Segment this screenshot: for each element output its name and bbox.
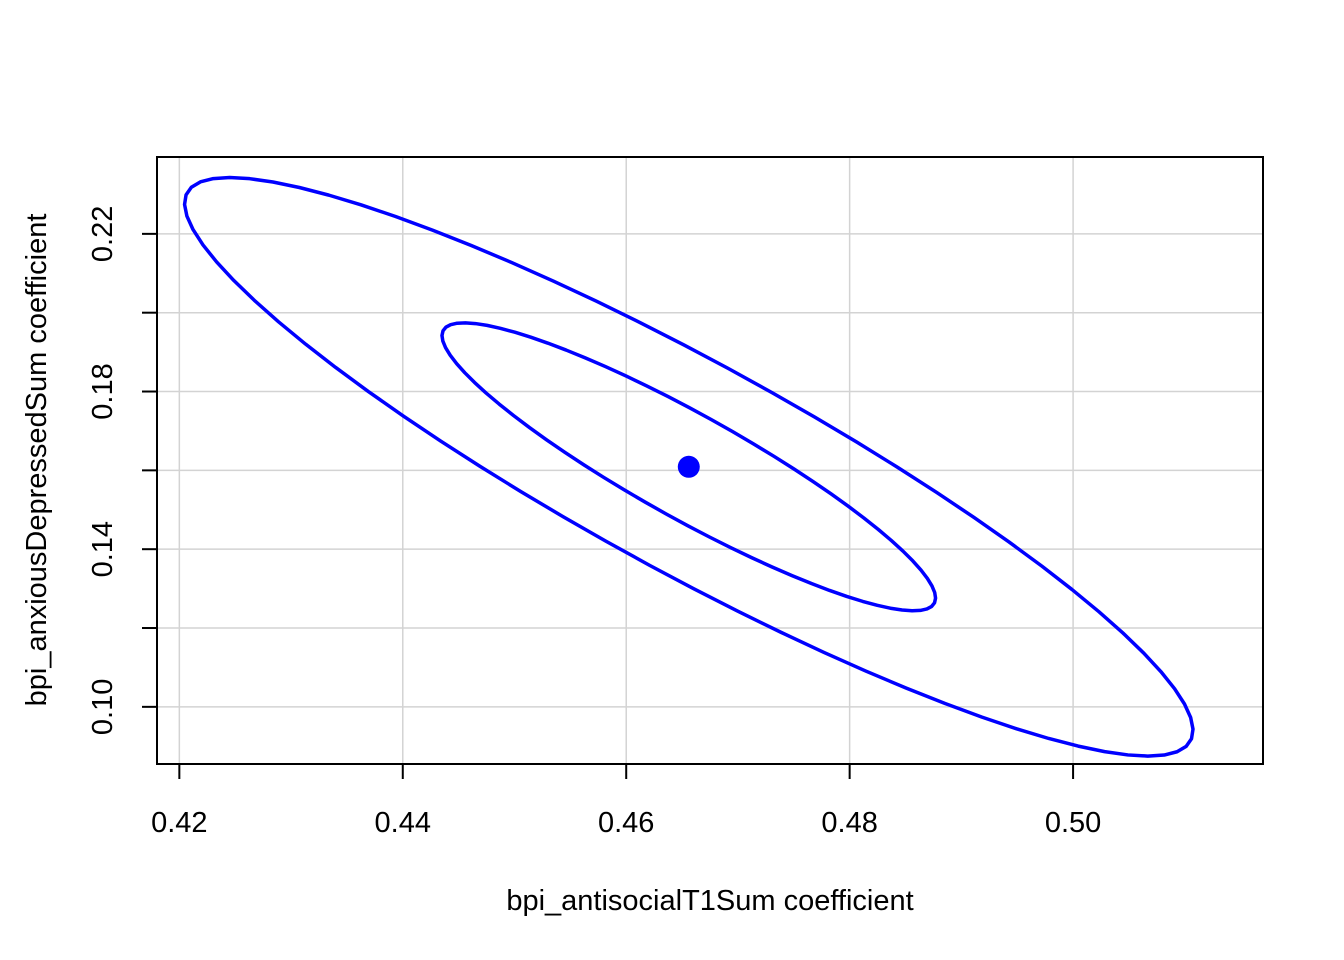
point-estimate-marker xyxy=(677,455,700,478)
confidence-ellipse-outer xyxy=(182,175,1195,758)
y-tick-label: 0.18 xyxy=(87,363,119,419)
data-points xyxy=(677,455,700,478)
confidence-ellipse-inner xyxy=(440,321,938,613)
y-axis: 0.10 0.14 0.18 0.22 xyxy=(87,206,157,735)
y-tick-label: 0.14 xyxy=(87,521,119,577)
x-tick-label: 0.42 xyxy=(151,807,207,839)
plot-frame xyxy=(156,156,1264,765)
x-tick-label: 0.44 xyxy=(375,807,431,839)
y-tick-label: 0.22 xyxy=(87,206,119,262)
y-tick-label: 0.10 xyxy=(87,679,119,735)
grid-lines xyxy=(157,157,1263,764)
x-axis-title: bpi_antisocialT1Sum coefficient xyxy=(506,885,913,917)
confidence-ellipses xyxy=(182,175,1195,758)
x-tick-label: 0.48 xyxy=(821,807,877,839)
x-tick-label: 0.46 xyxy=(598,807,654,839)
y-axis-title: bpi_anxiousDepressedSum coefficient xyxy=(21,214,53,707)
x-axis: 0.42 0.44 0.46 0.48 0.50 xyxy=(151,764,1101,839)
x-tick-label: 0.50 xyxy=(1045,807,1101,839)
